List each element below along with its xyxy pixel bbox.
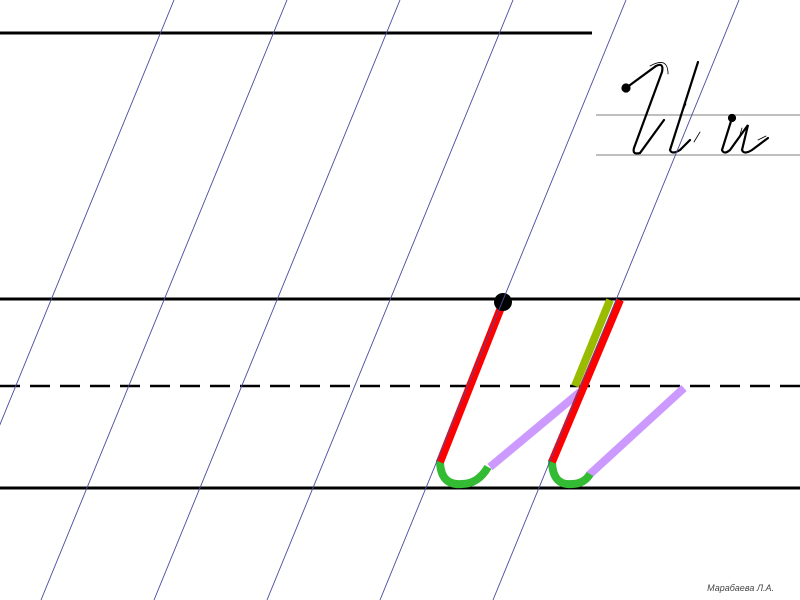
start-point-dot-icon <box>494 293 512 311</box>
connecting-stroke-2 <box>586 385 687 478</box>
letter-1-strokes <box>436 303 583 489</box>
slant-line <box>40 0 288 600</box>
direction-arrows-icon <box>649 62 767 143</box>
hook-stroke-1 <box>436 459 492 489</box>
hook-stroke-2 <box>548 459 594 489</box>
slant-guide-lines-overlay <box>0 0 740 600</box>
slant-line <box>379 0 627 600</box>
main-stroke-1 <box>436 303 506 464</box>
overlap-stroke <box>571 298 614 388</box>
slant-line <box>153 0 401 600</box>
sample-box <box>592 36 800 188</box>
main-stroke-2 <box>548 298 624 464</box>
sample-letters-image <box>621 60 770 155</box>
slant-line <box>0 0 175 426</box>
slant-line <box>266 0 514 600</box>
connecting-stroke-1 <box>487 388 583 471</box>
letter-2-strokes <box>548 298 687 489</box>
slant-line <box>492 0 740 600</box>
author-credit: Марабаева Л.А. <box>707 583 774 593</box>
